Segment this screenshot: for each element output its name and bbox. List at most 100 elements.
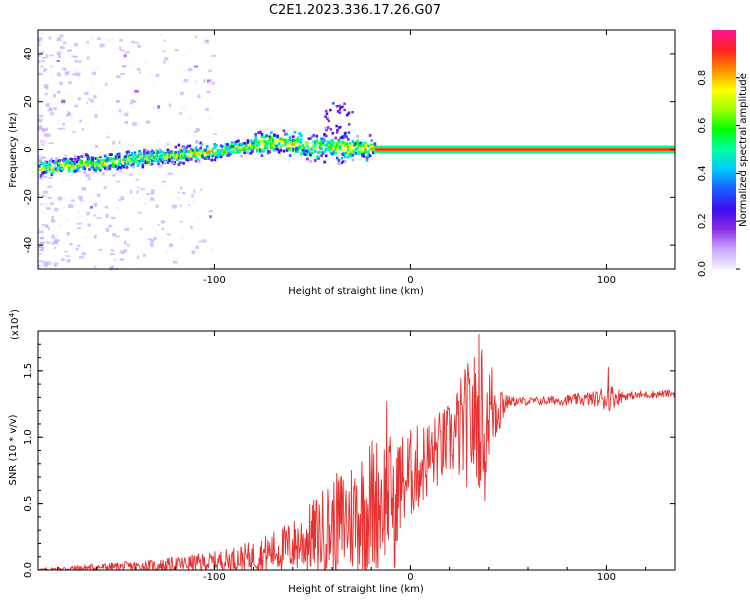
spectrogram-ridge-cell xyxy=(306,141,309,145)
spectrogram-noise-cell xyxy=(163,60,166,64)
spectrogram-ridge-cell xyxy=(252,141,256,145)
spectrogram-ridge-cell xyxy=(255,140,259,144)
spectrogram-noise-cell xyxy=(182,69,187,72)
spectrogram-noise-cell xyxy=(130,40,135,44)
spectrogram-ridge-cell xyxy=(320,138,323,142)
spectrogram-ridge-cell xyxy=(262,135,265,139)
spectrogram-ridge-cell xyxy=(67,166,71,170)
spectrogram-noise-cell xyxy=(113,258,117,261)
spectrogram-ridge-cell xyxy=(144,158,148,162)
spectrogram-ridge-cell xyxy=(80,164,83,167)
spectrogram-noise-cell xyxy=(59,34,64,37)
spectrogram-ridge-cell xyxy=(45,170,49,174)
spectrogram-ridge-cell xyxy=(141,158,145,162)
spectrogram-ridge-cell xyxy=(114,157,118,161)
spectrogram-noise-cell xyxy=(61,67,66,70)
spectrogram-ridge-cell xyxy=(89,158,93,162)
spectrogram-ridge-cell xyxy=(116,167,119,171)
spectrogram-ridge-cell xyxy=(353,142,356,146)
spectrogram-noise-cell xyxy=(39,118,43,121)
spectrogram-ridge-cell xyxy=(86,159,90,163)
spectrogram-ridge-cell xyxy=(244,147,248,151)
spectrogram-noise-cell xyxy=(162,50,166,53)
spectrogram-ridge-cell xyxy=(75,168,79,172)
spectrogram-ridge-cell xyxy=(312,143,315,147)
spectrogram-ridge-cell xyxy=(42,171,46,174)
spectrogram-noise-cell xyxy=(98,248,102,251)
spectrogram-ridge-cell xyxy=(117,158,121,162)
spectrogram-noise-cell xyxy=(102,103,105,108)
spectrogram-ridge-cell xyxy=(210,151,214,155)
spectrogram-ridge-cell xyxy=(127,150,130,154)
spectrogram-ridge-cell xyxy=(234,142,237,146)
spectrogram-noise-cell xyxy=(45,86,49,90)
spectrogram-ridge-cell xyxy=(306,153,309,156)
spectrogram-ridge-cell xyxy=(135,157,138,161)
spectrogram-ridge-cell xyxy=(179,150,182,154)
spectrogram-ridge-cell xyxy=(74,169,77,173)
spectrogram-noise-cell xyxy=(67,49,72,52)
spectrogram-ridge-cell xyxy=(215,152,218,156)
spectrogram-ridge-cell xyxy=(335,131,339,134)
spectrogram-ridge-cell xyxy=(59,169,63,173)
spectrogram-ridge-cell xyxy=(88,160,91,164)
spectrogram-ridge-cell xyxy=(139,155,143,159)
spectrogram-noise-cell xyxy=(92,71,97,76)
spectrogram-y-tick-label: 0 xyxy=(23,146,34,152)
spectrogram-noise-cell xyxy=(148,72,153,75)
spectrogram-noise-cell xyxy=(108,38,114,41)
spectrogram-ridge-cell xyxy=(224,150,228,154)
spectrogram-noise-cell xyxy=(94,179,98,182)
spectrogram-noise-cell xyxy=(161,184,164,187)
spectrogram-ridge-cell xyxy=(196,149,199,152)
spectrogram-ridge-cell xyxy=(281,143,284,147)
spectrogram-noise-cell xyxy=(43,203,49,207)
spectrogram-noise-cell xyxy=(151,184,157,187)
spectrogram-noise-cell xyxy=(96,217,102,219)
spectrogram-ridge-cell xyxy=(147,160,151,164)
spectrogram-ridge-cell xyxy=(119,159,123,163)
spectrogram-noise-cell xyxy=(110,253,115,256)
spectrogram-noise-cell xyxy=(81,187,87,191)
spectrogram-ridge-cell xyxy=(210,158,214,162)
spectrogram-noise-cell xyxy=(191,194,194,198)
spectrogram-ridge-cell xyxy=(213,158,217,162)
spectrogram-ridge-cell xyxy=(154,155,157,159)
spectrogram-ridge-cell xyxy=(246,141,250,145)
spectrogram-ridge-cell xyxy=(204,157,207,160)
spectrogram-noise-cell xyxy=(209,215,212,219)
spectrogram-ridge-cell xyxy=(331,152,334,156)
spectrogram-ridge-cell xyxy=(157,150,160,154)
spectrogram-ridge-cell xyxy=(336,110,340,113)
spectrogram-ridge-cell xyxy=(130,159,134,163)
spectrogram-noise-cell xyxy=(136,67,141,71)
spectrogram-ridge-cell xyxy=(70,165,74,169)
spectrogram-ridge-cell xyxy=(335,104,339,108)
spectrogram-noise-cell xyxy=(118,46,122,50)
spectrogram-ridge-cell xyxy=(346,155,350,159)
spectrogram-ridge-cell xyxy=(227,148,231,152)
spectrogram-noise-cell xyxy=(61,258,65,262)
spectrogram-noise-cell xyxy=(42,190,48,194)
spectrogram-ridge-cell xyxy=(254,139,257,142)
spectrogram-ridge-cell xyxy=(201,142,204,146)
spectrogram-noise-cell xyxy=(87,223,92,227)
spectrogram-ridge-cell xyxy=(336,128,339,132)
spectrogram-noise-cell xyxy=(95,66,100,70)
spectrogram-ridge-cell xyxy=(329,140,333,143)
spectrogram-ridge-cell xyxy=(370,139,374,143)
spectrogram-noise-cell xyxy=(50,215,55,219)
spectrogram-x-tick-label: 0 xyxy=(407,275,413,286)
spectrogram-ridge-cell xyxy=(130,152,134,155)
spectrogram-noise-cell xyxy=(99,43,104,48)
spectrogram-ridge-cell xyxy=(266,149,270,153)
spectrogram-ridge-cell xyxy=(310,135,314,139)
spectrogram-ridge-cell xyxy=(165,157,168,160)
spectrogram-noise-cell xyxy=(88,98,91,101)
spectrogram-noise-cell xyxy=(179,204,182,207)
spectrogram-noise-cell xyxy=(84,91,89,96)
spectrogram-ridge-cell xyxy=(310,148,314,151)
spectrogram-noise-cell xyxy=(153,106,156,109)
spectrogram-ridge-cell xyxy=(172,156,176,160)
spectrogram-ridge-cell xyxy=(373,150,377,154)
